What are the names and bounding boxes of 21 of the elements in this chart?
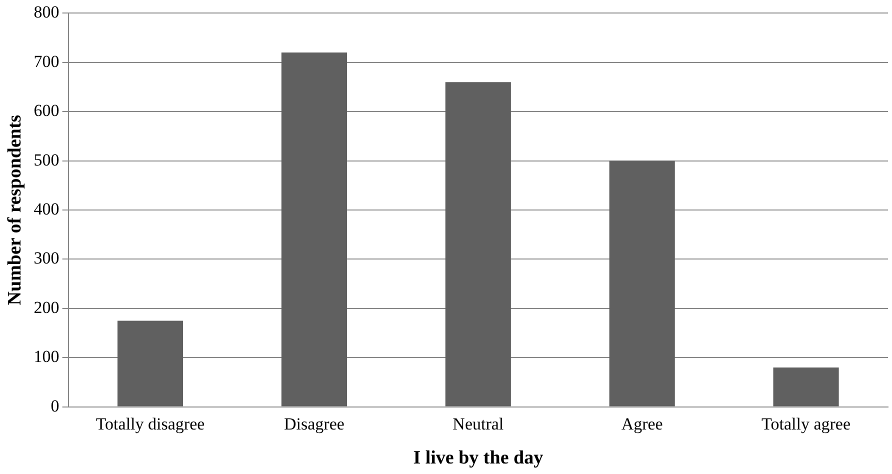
bar — [117, 320, 184, 406]
x-tick-label: Neutral — [452, 414, 504, 434]
x-tick-label: Agree — [621, 414, 663, 434]
y-tick-label: 400 — [34, 199, 60, 218]
bar — [445, 82, 511, 406]
y-tick-label: 800 — [34, 2, 60, 22]
x-tick-label: Totally agree — [762, 414, 851, 434]
y-tick-label: 200 — [34, 298, 60, 317]
bar — [609, 160, 675, 406]
x-tick-label: Totally disagree — [96, 414, 205, 434]
y-tick-label: 100 — [34, 347, 60, 366]
y-tick-label: 0 — [50, 396, 60, 416]
y-tick-label: 500 — [34, 150, 60, 170]
y-tick-label: 600 — [34, 101, 60, 120]
y-tick-label: 300 — [34, 248, 60, 268]
bar — [773, 367, 839, 406]
bar — [281, 52, 347, 406]
y-tick-label: 700 — [34, 52, 60, 71]
y-axis-title: Number of respondents — [4, 114, 26, 306]
x-tick-label: Disagree — [284, 414, 344, 434]
x-axis-title: I live by the day — [413, 448, 544, 469]
